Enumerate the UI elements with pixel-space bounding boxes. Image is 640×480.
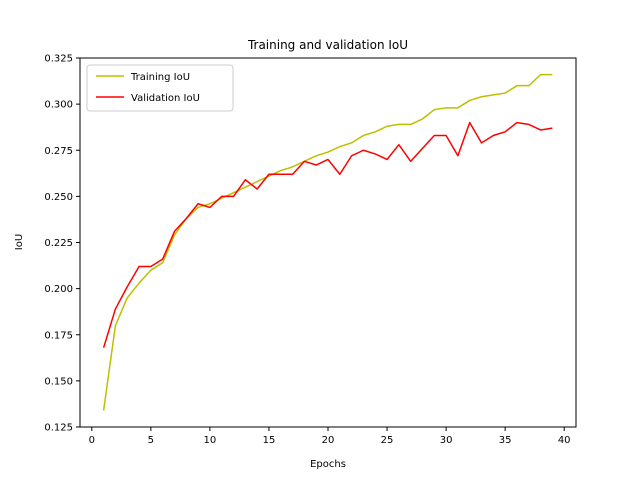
y-tick-label: 0.325 — [44, 54, 73, 65]
x-tick-label: 25 — [381, 435, 394, 446]
x-tick-label: 5 — [148, 435, 154, 446]
x-tick-label: 20 — [322, 435, 335, 446]
y-axis-label: IoU — [14, 234, 25, 250]
y-tick-label: 0.300 — [44, 100, 73, 111]
y-tick-label: 0.225 — [44, 238, 73, 249]
y-tick-label: 0.250 — [44, 192, 73, 203]
y-tick-label: 0.125 — [44, 423, 73, 434]
x-tick-label: 10 — [204, 435, 217, 446]
x-tick-label: 35 — [499, 435, 512, 446]
x-axis-label: Epochs — [310, 459, 346, 470]
x-tick-label: 15 — [263, 435, 276, 446]
legend-label-validation: Validation IoU — [131, 93, 200, 104]
axes-frame — [79, 57, 577, 428]
legend: Training IoU Validation IoU — [86, 64, 234, 112]
series-layer — [102, 73, 553, 411]
y-axis: 0.125 0.150 0.175 0.200 0.225 0.250 0.275 0.300… — [44, 54, 80, 434]
series-line-training-iou — [102, 73, 553, 411]
y-tick-label: 0.150 — [44, 376, 73, 387]
y-tick-label: 0.175 — [44, 330, 73, 341]
y-tick-label: 0.275 — [44, 146, 73, 157]
x-tick-label: 0 — [89, 435, 95, 446]
y-tick-label: 0.200 — [44, 284, 73, 295]
x-axis: 0 5 10 15 20 25 30 35 40 — [89, 427, 571, 446]
x-tick-label: 40 — [558, 435, 571, 446]
legend-label-training: Training IoU — [130, 72, 190, 83]
series-line-validation-iou — [102, 121, 553, 348]
chart-title: Training and validation IoU — [247, 38, 408, 52]
x-tick-label: 30 — [440, 435, 453, 446]
